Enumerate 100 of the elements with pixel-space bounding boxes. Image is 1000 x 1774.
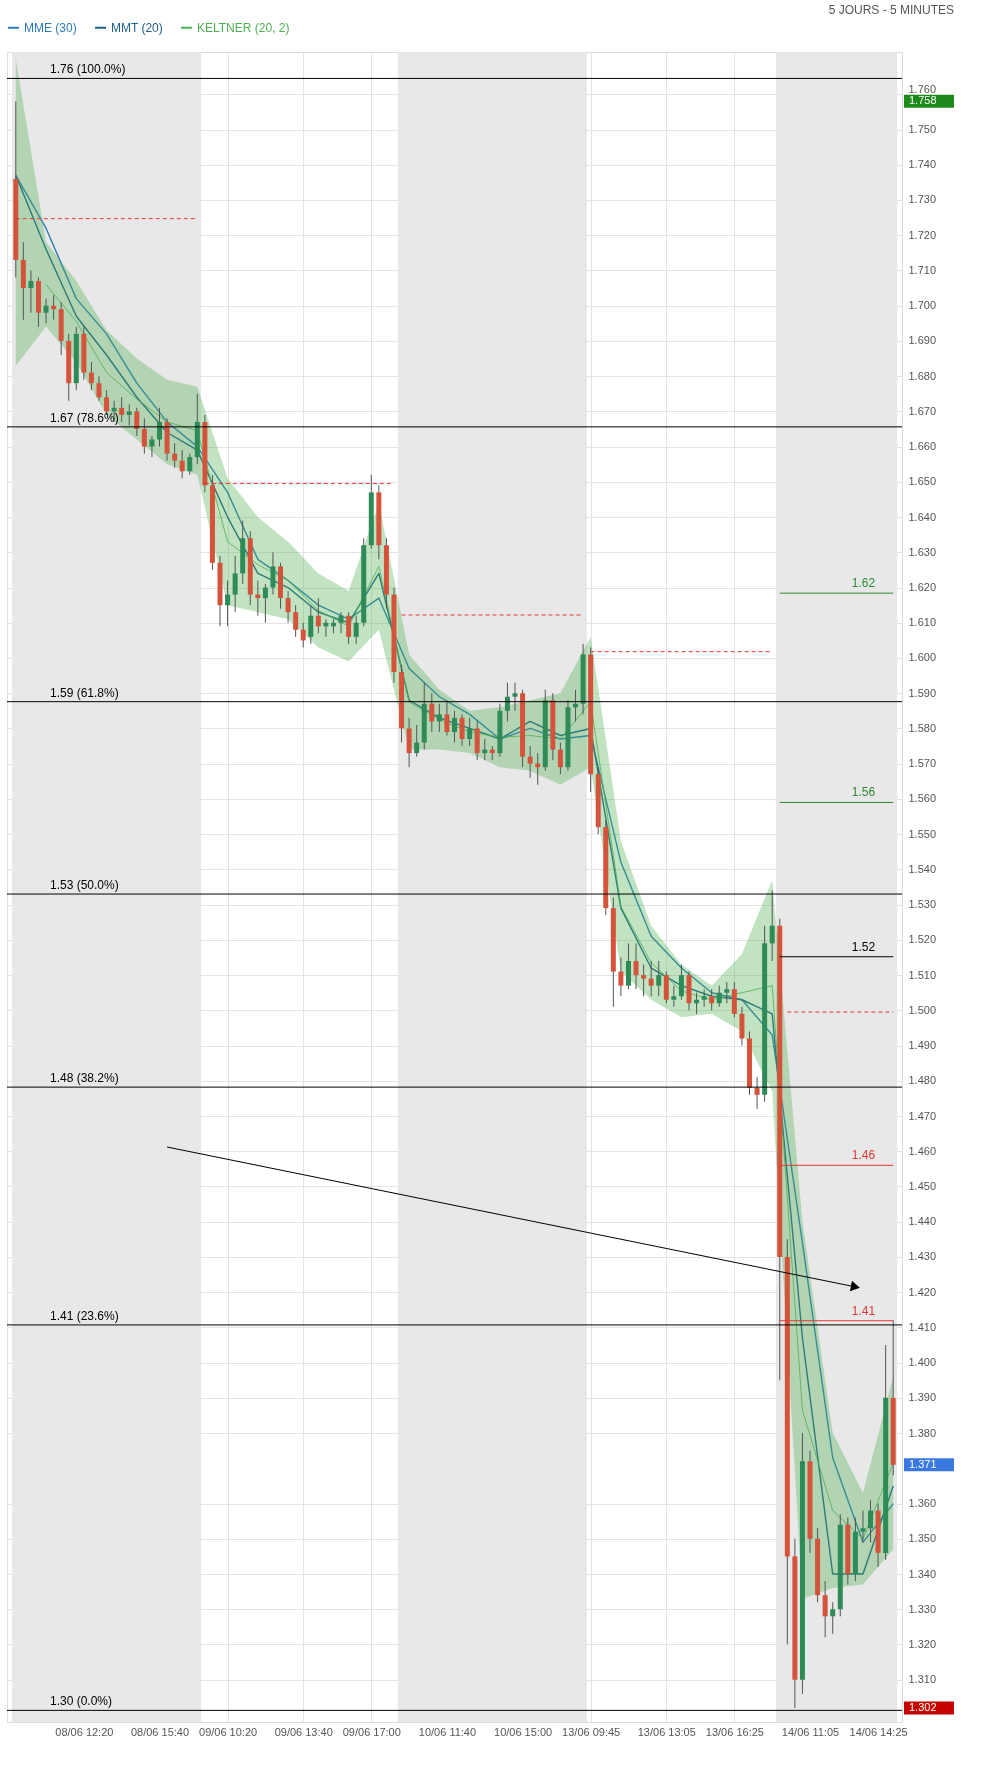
candlestick — [157, 407, 162, 448]
candlestick — [527, 745, 533, 779]
candlestick — [225, 579, 231, 627]
candlestick — [338, 611, 344, 634]
y-tick-label: 1.440 — [908, 1215, 937, 1228]
y-tick-label: 1.420 — [908, 1285, 937, 1298]
x-tick-label: 09/06 10:20 — [199, 1725, 258, 1738]
y-tick-label: 1.450 — [908, 1179, 937, 1192]
candlestick — [512, 682, 518, 712]
x-tick-label: 08/06 15:40 — [130, 1725, 190, 1738]
y-tick-label: 1.320 — [908, 1637, 937, 1650]
candlestick — [429, 692, 435, 733]
candlestick — [308, 604, 314, 645]
y-tick-label: 1.340 — [908, 1567, 937, 1580]
candlestick — [346, 611, 352, 645]
y-tick-label: 1.360 — [908, 1497, 937, 1510]
candlestick — [754, 1076, 760, 1110]
y-tick-label: 1.480 — [908, 1074, 937, 1087]
candlestick — [172, 442, 178, 469]
ref-line-label: 1.76 (100.0%) — [50, 62, 126, 77]
x-tick-label: 10/06 15:00 — [494, 1725, 553, 1738]
y-tick-label: 1.720 — [908, 228, 937, 241]
y-tick-label: 1.380 — [908, 1426, 937, 1439]
candlestick — [822, 1580, 828, 1638]
y-tick-label: 1.500 — [908, 1003, 937, 1016]
y-tick-label: 1.580 — [908, 721, 937, 734]
candlestick — [724, 981, 730, 1004]
candlestick — [43, 298, 49, 324]
ref-line-label: 1.67 (78.6%) — [50, 410, 119, 425]
y-tick-label: 1.600 — [908, 651, 937, 664]
candlestick — [262, 583, 268, 624]
y-tick-label: 1.700 — [908, 299, 937, 312]
y-tick-label: 1.410 — [908, 1320, 937, 1333]
candlestick — [187, 453, 193, 476]
candlestick — [709, 988, 715, 1011]
candlestick — [557, 742, 563, 775]
candlestick — [504, 682, 510, 722]
candlestick — [436, 703, 442, 733]
series-label: 1.56 — [851, 785, 876, 800]
candlestick — [134, 407, 140, 437]
candlestick — [414, 724, 420, 758]
candlestick — [459, 713, 465, 747]
y-tick-label: 1.620 — [908, 581, 937, 594]
candlestick — [868, 1499, 874, 1543]
candlestick — [96, 375, 102, 402]
candlestick — [467, 717, 473, 747]
x-tick-label: 13/06 13:05 — [637, 1725, 696, 1738]
candlestick — [701, 988, 707, 1008]
candlestick — [28, 269, 34, 314]
y-tick-label: 1.490 — [908, 1039, 937, 1052]
x-tick-label: 10/06 11:40 — [418, 1725, 477, 1738]
y-tick-label: 1.740 — [908, 158, 937, 171]
series-label: 1.52 — [851, 939, 876, 954]
candlestick — [444, 699, 450, 736]
x-tick-label: 13/06 09:45 — [562, 1725, 621, 1738]
y-tick-label: 1.520 — [908, 933, 937, 946]
candlestick — [452, 710, 457, 744]
y-tick-label: 1.430 — [908, 1250, 937, 1263]
legend-label: MME (30) — [24, 20, 77, 35]
ref-line-label: 1.30 (0.0%) — [50, 1694, 113, 1709]
series-label: 1.41 — [851, 1303, 876, 1318]
candlestick — [769, 890, 775, 962]
y-tick-label: 1.350 — [908, 1532, 937, 1545]
candlestick — [656, 960, 662, 997]
candlestick — [315, 597, 321, 634]
y-tick-label: 1.660 — [908, 440, 937, 453]
candlestick — [149, 435, 155, 458]
candlestick — [141, 417, 147, 455]
chart-subtitle: 5 JOURS - 5 MINUTES — [828, 3, 954, 17]
candlestick — [293, 604, 299, 638]
candlestick — [716, 985, 722, 1008]
candlestick — [119, 396, 125, 423]
candlestick — [88, 361, 94, 391]
y-tick-label: 1.610 — [908, 616, 937, 629]
x-tick-label: 09/06 17:00 — [342, 1725, 401, 1738]
y-tick-label: 1.310 — [908, 1673, 937, 1686]
candlestick — [285, 590, 291, 624]
candlestick — [671, 985, 677, 1008]
y-tick-label: 1.710 — [908, 263, 937, 276]
y-tick-label: 1.390 — [908, 1391, 937, 1404]
y-tick-label: 1.460 — [908, 1144, 937, 1157]
x-tick-label: 13/06 16:25 — [705, 1725, 764, 1738]
series-label: 1.62 — [851, 576, 876, 591]
y-tick-label: 1.640 — [908, 510, 937, 523]
candlestick — [633, 942, 639, 990]
y-tick-label: 1.690 — [908, 334, 937, 347]
y-tick-label: 1.570 — [908, 757, 937, 770]
candlestick — [618, 956, 624, 997]
y-tick-label: 1.530 — [908, 898, 937, 911]
candlestick — [641, 964, 647, 997]
y-tick-label: 1.510 — [908, 968, 937, 981]
candlestick — [860, 1510, 866, 1543]
x-tick-label: 14/06 14:25 — [849, 1725, 908, 1738]
x-tick-label: 14/06 11:05 — [781, 1725, 840, 1738]
candlestick — [232, 555, 238, 613]
candlestick — [300, 622, 306, 648]
text: 1.302 — [909, 1700, 937, 1713]
y-tick-label: 1.470 — [908, 1109, 937, 1122]
y-tick-label: 1.560 — [908, 792, 937, 805]
series-label: 1.46 — [851, 1148, 876, 1163]
